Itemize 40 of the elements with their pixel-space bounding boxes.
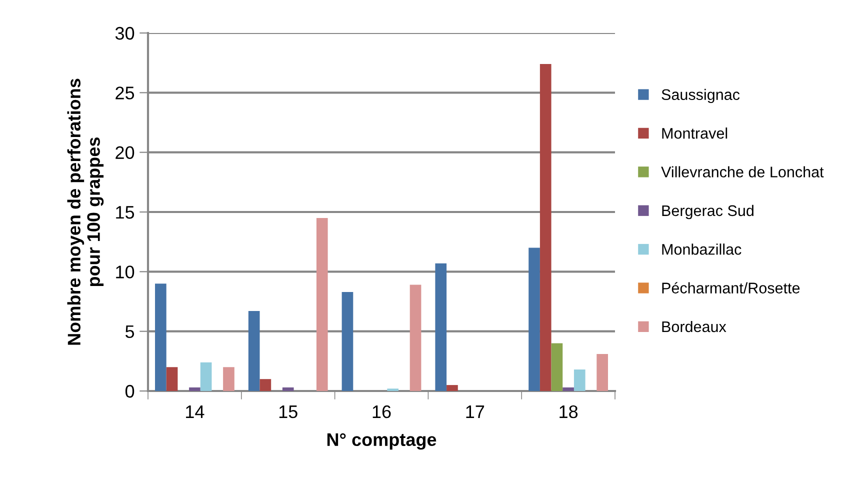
bar (248, 311, 260, 391)
legend-label: Pécharmant/Rosette (662, 282, 800, 294)
x-tick-label: 16 (372, 405, 391, 418)
bar (155, 284, 166, 391)
bar (166, 367, 178, 391)
bar (574, 370, 586, 391)
x-tick-label: 15 (279, 406, 298, 418)
legend-label: Montravel (662, 128, 728, 139)
bar (435, 263, 447, 391)
bar (528, 248, 540, 391)
bar (540, 64, 552, 391)
x-axis-title: N° comptage (327, 433, 436, 450)
bar (200, 362, 212, 391)
x-tick-label: 18 (560, 405, 578, 418)
bar (446, 385, 458, 391)
y-tick-label: 10 (116, 266, 134, 278)
bar (260, 379, 272, 391)
y-tick-label: 20 (116, 146, 134, 160)
y-tick-label: 30 (115, 26, 134, 40)
legend-label: Villevranche de Lonchat (661, 166, 824, 178)
x-tick-label: 14 (186, 406, 204, 418)
x-tick-label: 17 (466, 406, 484, 418)
bar (562, 387, 574, 391)
y-axis-title: Nombre moyen de perforations pour 100 grappes (67, 78, 104, 345)
bar (189, 387, 200, 391)
y-tick-label: 5 (125, 325, 134, 338)
legend-label: Bergerac Sud (662, 204, 754, 220)
bar (316, 218, 328, 391)
y-tick-label: 15 (116, 206, 134, 219)
legend-label: Bordeaux (662, 320, 726, 332)
bar (223, 367, 234, 391)
bar (551, 343, 563, 391)
bar (410, 284, 422, 391)
y-tick-label: 25 (116, 86, 134, 100)
legend-label: Monbazillac (662, 244, 742, 255)
bar (282, 387, 294, 391)
y-tick-label: 0 (125, 384, 134, 398)
bar (596, 354, 608, 391)
legend-label: Saussignac (662, 88, 740, 104)
bar (342, 292, 354, 391)
